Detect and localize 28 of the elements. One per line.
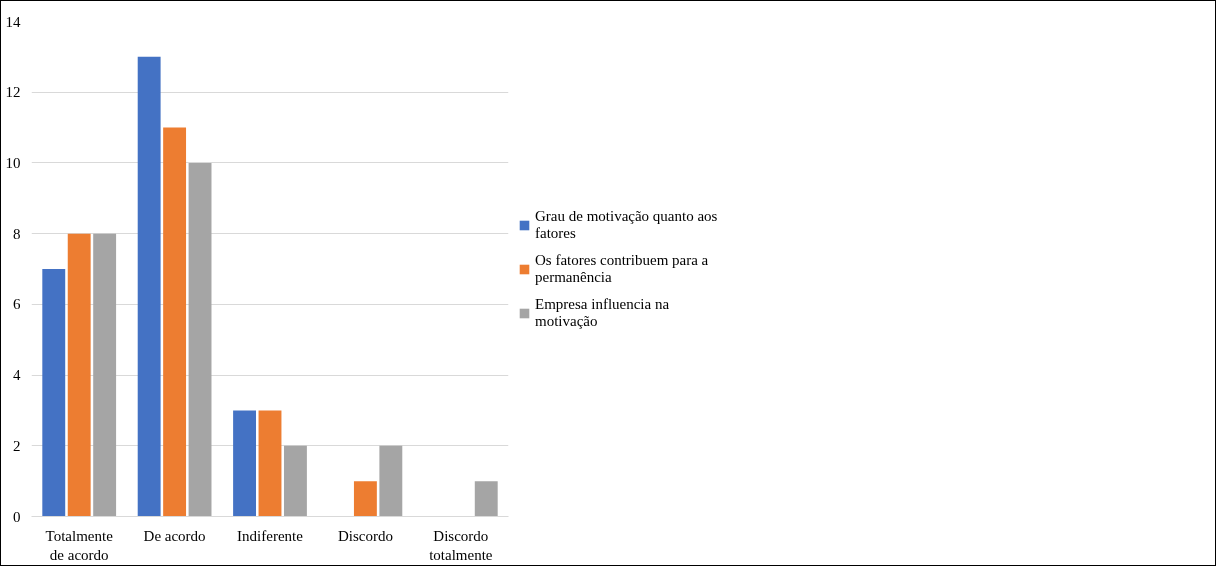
x-tick-label: Indiferente <box>237 527 304 544</box>
bar <box>137 56 161 517</box>
bar <box>163 127 187 517</box>
y-tick-label: 12 <box>5 84 21 101</box>
bar <box>353 481 377 517</box>
bar <box>93 233 117 517</box>
bar <box>283 445 307 517</box>
bar <box>474 481 498 517</box>
bar <box>258 410 282 517</box>
y-tick-label: 14 <box>5 13 21 30</box>
legend-label: Grau de motivação quanto aos fatores <box>535 207 718 242</box>
x-tick-label: Discordo <box>337 527 393 544</box>
legend-label: Os fatores contribuem para a permanência <box>535 251 709 286</box>
bar <box>188 162 212 517</box>
x-tick-label: Discordo totalmente <box>429 527 493 563</box>
y-tick-label: 6 <box>13 296 21 313</box>
legend-label: Empresa influencia na motivação <box>535 295 670 330</box>
y-tick-label: 10 <box>5 154 21 171</box>
x-tick-label: Totalmente de acordo <box>45 527 114 563</box>
y-tick-label: 2 <box>13 437 21 454</box>
bar <box>379 445 403 517</box>
bar <box>233 410 257 517</box>
y-tick-label: 4 <box>13 367 21 384</box>
bar <box>42 269 66 517</box>
y-tick-label: 0 <box>13 508 21 525</box>
y-tick-label: 8 <box>13 225 21 242</box>
bar <box>67 233 91 517</box>
x-tick-label: De acordo <box>143 527 206 544</box>
